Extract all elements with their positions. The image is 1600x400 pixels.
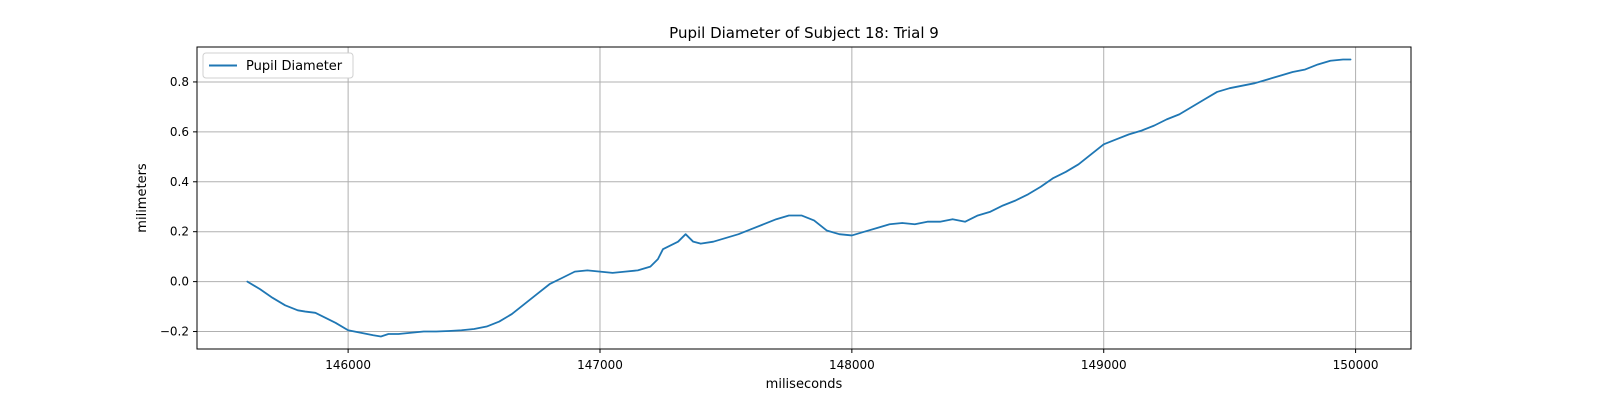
legend-box bbox=[202, 52, 354, 79]
y-tick-label: −0.2 bbox=[160, 325, 189, 339]
x-tick-label: 148000 bbox=[829, 358, 875, 372]
chart-title: Pupil Diameter of Subject 18: Trial 9 bbox=[669, 24, 939, 42]
y-axis-label: milimeters bbox=[135, 163, 150, 233]
grid bbox=[197, 47, 1411, 349]
legend-entry-pupil-diameter: Pupil Diameter bbox=[246, 59, 343, 74]
x-tick-label: 149000 bbox=[1081, 358, 1127, 372]
y-tick-label: 0.8 bbox=[170, 75, 189, 89]
y-tick-label: 0.4 bbox=[170, 175, 189, 189]
legend: Pupil Diameter bbox=[202, 52, 354, 79]
x-tick-label: 146000 bbox=[325, 358, 371, 372]
x-tick-label: 150000 bbox=[1333, 358, 1379, 372]
series-layer bbox=[246, 58, 1352, 338]
plot-frame bbox=[196, 46, 1412, 350]
series-line-pupil-diameter bbox=[246, 58, 1352, 338]
x-axis-label: miliseconds bbox=[766, 377, 843, 392]
y-tick-label: 0.0 bbox=[170, 275, 189, 289]
y-tick-label: 0.2 bbox=[170, 225, 189, 239]
y-tick-label: 0.6 bbox=[170, 125, 189, 139]
x-tick-label: 147000 bbox=[577, 358, 623, 372]
ticks: 146000 147000 148000 149000 150000 −0.2 0.0 0.2… bbox=[160, 75, 1379, 372]
